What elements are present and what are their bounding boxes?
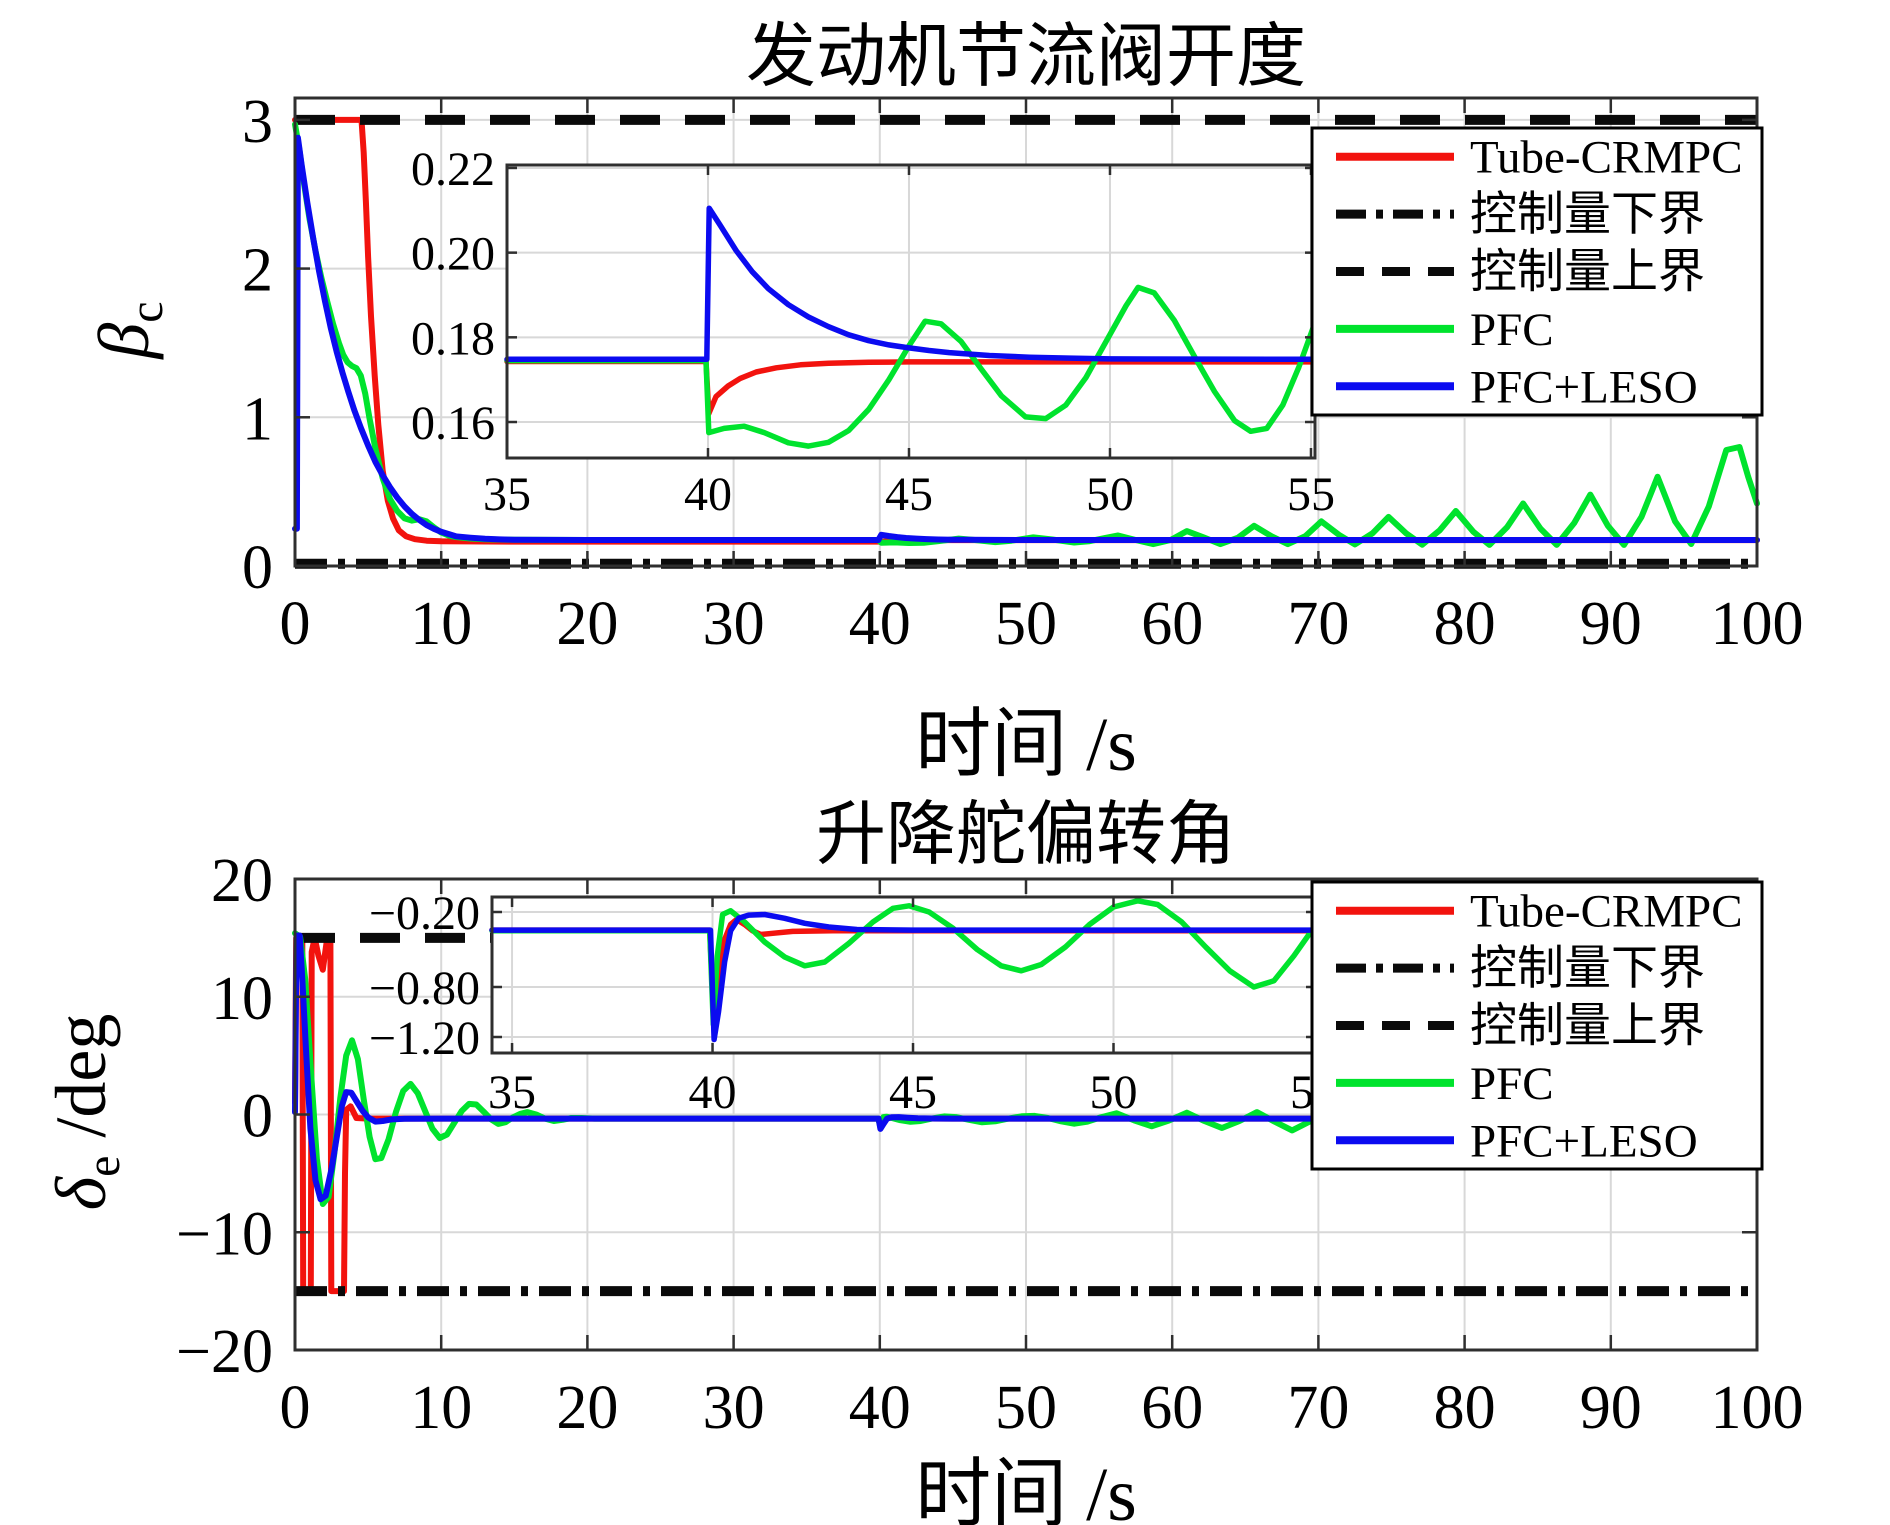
inset-ytick-label: −0.80 bbox=[369, 962, 480, 1015]
x-tick-label: 40 bbox=[849, 1374, 911, 1442]
x-tick-label: 10 bbox=[410, 590, 472, 658]
inset-background bbox=[507, 165, 1315, 458]
x-tick-label: 70 bbox=[1287, 1374, 1349, 1442]
subplot-elevator: 0 10 20 30 40 50 60 70 80 90 100 −20 −10 0 10 20 升降舵偏转角时… bbox=[41, 797, 1804, 1525]
y-tick-label: 0 bbox=[242, 534, 273, 602]
y-tick-label: 1 bbox=[242, 385, 273, 453]
y-tick-label: 10 bbox=[211, 965, 273, 1033]
x-axis-label: 时间 /s bbox=[915, 703, 1137, 787]
x-tick-label: 20 bbox=[556, 590, 618, 658]
plot-title: 升降舵偏转角 bbox=[816, 797, 1236, 874]
x-tick-label: 70 bbox=[1287, 590, 1349, 658]
legend-label: 控制量下界 bbox=[1470, 943, 1705, 995]
x-tick-label: 30 bbox=[703, 590, 765, 658]
series-pfc_leso-curve bbox=[292, 134, 1760, 543]
x-tick-label: 0 bbox=[280, 590, 311, 658]
inset-ytick-label: −0.20 bbox=[369, 887, 480, 940]
x-tick-label: 40 bbox=[849, 590, 911, 658]
y-tick-label: −10 bbox=[176, 1200, 273, 1268]
x-tick-label: 30 bbox=[703, 1374, 765, 1442]
x-tick-label: 60 bbox=[1141, 590, 1203, 658]
y-axis-label: βc bbox=[84, 301, 173, 360]
x-tick-label: 100 bbox=[1711, 1374, 1804, 1442]
x-tick-label: 50 bbox=[995, 590, 1057, 658]
inset-xtick-label: 35 bbox=[483, 468, 531, 521]
x-tick-label: 80 bbox=[1434, 590, 1496, 658]
y-axis-label: δe /deg bbox=[41, 1014, 130, 1211]
series-pfc-curve bbox=[504, 284, 1318, 449]
x-tick-label: 10 bbox=[410, 1374, 472, 1442]
x-tick-label: 90 bbox=[1580, 1374, 1642, 1442]
series-pfc_leso-curve bbox=[489, 911, 1319, 1043]
x-tick-label: 20 bbox=[556, 1374, 618, 1442]
legend-label: 控制量下界 bbox=[1470, 189, 1705, 241]
inset-xtick-label: 50 bbox=[1086, 468, 1134, 521]
inset-ytick-label: 0.22 bbox=[411, 143, 495, 196]
inset-xtick-label: 45 bbox=[889, 1066, 937, 1119]
x-tick-label: 0 bbox=[280, 1374, 311, 1442]
inset-ytick-label: 0.18 bbox=[411, 312, 495, 365]
inset-xtick-label: 45 bbox=[885, 468, 933, 521]
x-tick-label: 100 bbox=[1711, 590, 1804, 658]
x-axis-label: 时间 /s bbox=[915, 1453, 1137, 1525]
y-tick-label: 3 bbox=[242, 88, 273, 156]
legend-label: Tube-CRMPC bbox=[1470, 886, 1743, 938]
inset-axes: 35 40 45 50 55 0.16 0.18 0.20 0.22 bbox=[411, 143, 1335, 521]
inset-ytick-label: 0.16 bbox=[411, 397, 495, 450]
legend-label: 控制量上界 bbox=[1470, 1001, 1705, 1053]
legend-label: PFC bbox=[1470, 1058, 1554, 1110]
inset-ytick-label: 0.20 bbox=[411, 228, 495, 281]
legend-label: Tube-CRMPC bbox=[1470, 132, 1743, 184]
inset-xtick-label: 35 bbox=[488, 1066, 536, 1119]
y-tick-label: 0 bbox=[242, 1083, 273, 1151]
inset-xtick-label: 40 bbox=[684, 468, 732, 521]
inset-xtick-label: 55 bbox=[1287, 468, 1335, 521]
inset-xtick-label: 50 bbox=[1090, 1066, 1138, 1119]
inset-ytick-label: −1.20 bbox=[369, 1012, 480, 1065]
y-tick-label: 2 bbox=[242, 237, 273, 305]
series-pfc_leso-curve bbox=[504, 205, 1318, 363]
series-pfc_leso-curve bbox=[292, 932, 1760, 1203]
y-tick-label: −20 bbox=[176, 1318, 273, 1386]
x-tick-label: 50 bbox=[995, 1374, 1057, 1442]
y-tick-label: 20 bbox=[211, 847, 273, 915]
legend-label: PFC+LESO bbox=[1470, 361, 1698, 413]
inset-xtick-label: 40 bbox=[689, 1066, 737, 1119]
legend-label: PFC bbox=[1470, 304, 1554, 356]
x-tick-label: 90 bbox=[1580, 590, 1642, 658]
x-tick-label: 60 bbox=[1141, 1374, 1203, 1442]
x-tick-label: 80 bbox=[1434, 1374, 1496, 1442]
legend-label: PFC+LESO bbox=[1470, 1115, 1698, 1167]
legend-label: 控制量上界 bbox=[1470, 247, 1705, 299]
plot-title: 发动机节流阀开度 bbox=[746, 19, 1306, 96]
inset-background bbox=[492, 897, 1316, 1053]
